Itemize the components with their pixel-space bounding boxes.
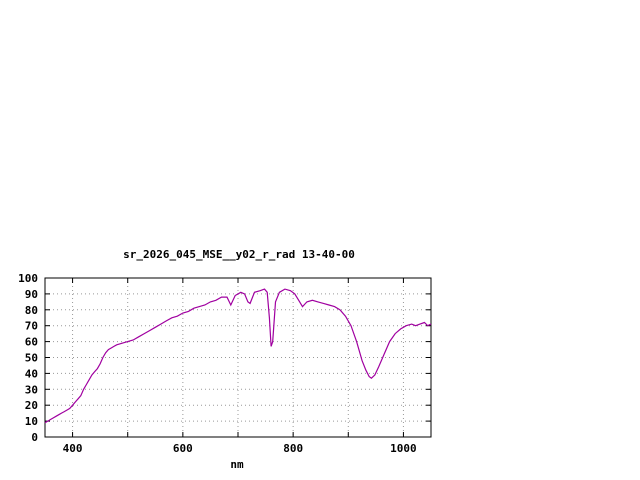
y-tick-label: 40 xyxy=(25,367,38,380)
x-axis-label: nm xyxy=(230,458,244,471)
y-tick-label: 90 xyxy=(25,288,38,301)
plot-border xyxy=(44,277,432,438)
x-tick-label: 400 xyxy=(63,442,83,455)
y-tick-label: 100 xyxy=(18,272,38,285)
y-tick-label: 30 xyxy=(25,383,38,396)
y-tick-label: 80 xyxy=(25,304,38,317)
y-tick-label: 10 xyxy=(25,415,38,428)
x-tick-label: 600 xyxy=(173,442,193,455)
y-tick-label: 70 xyxy=(25,320,38,333)
y-tick-label: 0 xyxy=(31,431,38,444)
chart-title: sr_2026_045_MSE__y02_r_rad 13-40-00 xyxy=(123,248,355,261)
y-tick-label: 50 xyxy=(25,352,38,365)
x-tick-label: 1000 xyxy=(390,442,417,455)
x-tick-label: 800 xyxy=(283,442,303,455)
series-line xyxy=(44,288,432,424)
y-tick-label: 20 xyxy=(25,399,38,412)
y-tick-label: 60 xyxy=(25,336,38,349)
